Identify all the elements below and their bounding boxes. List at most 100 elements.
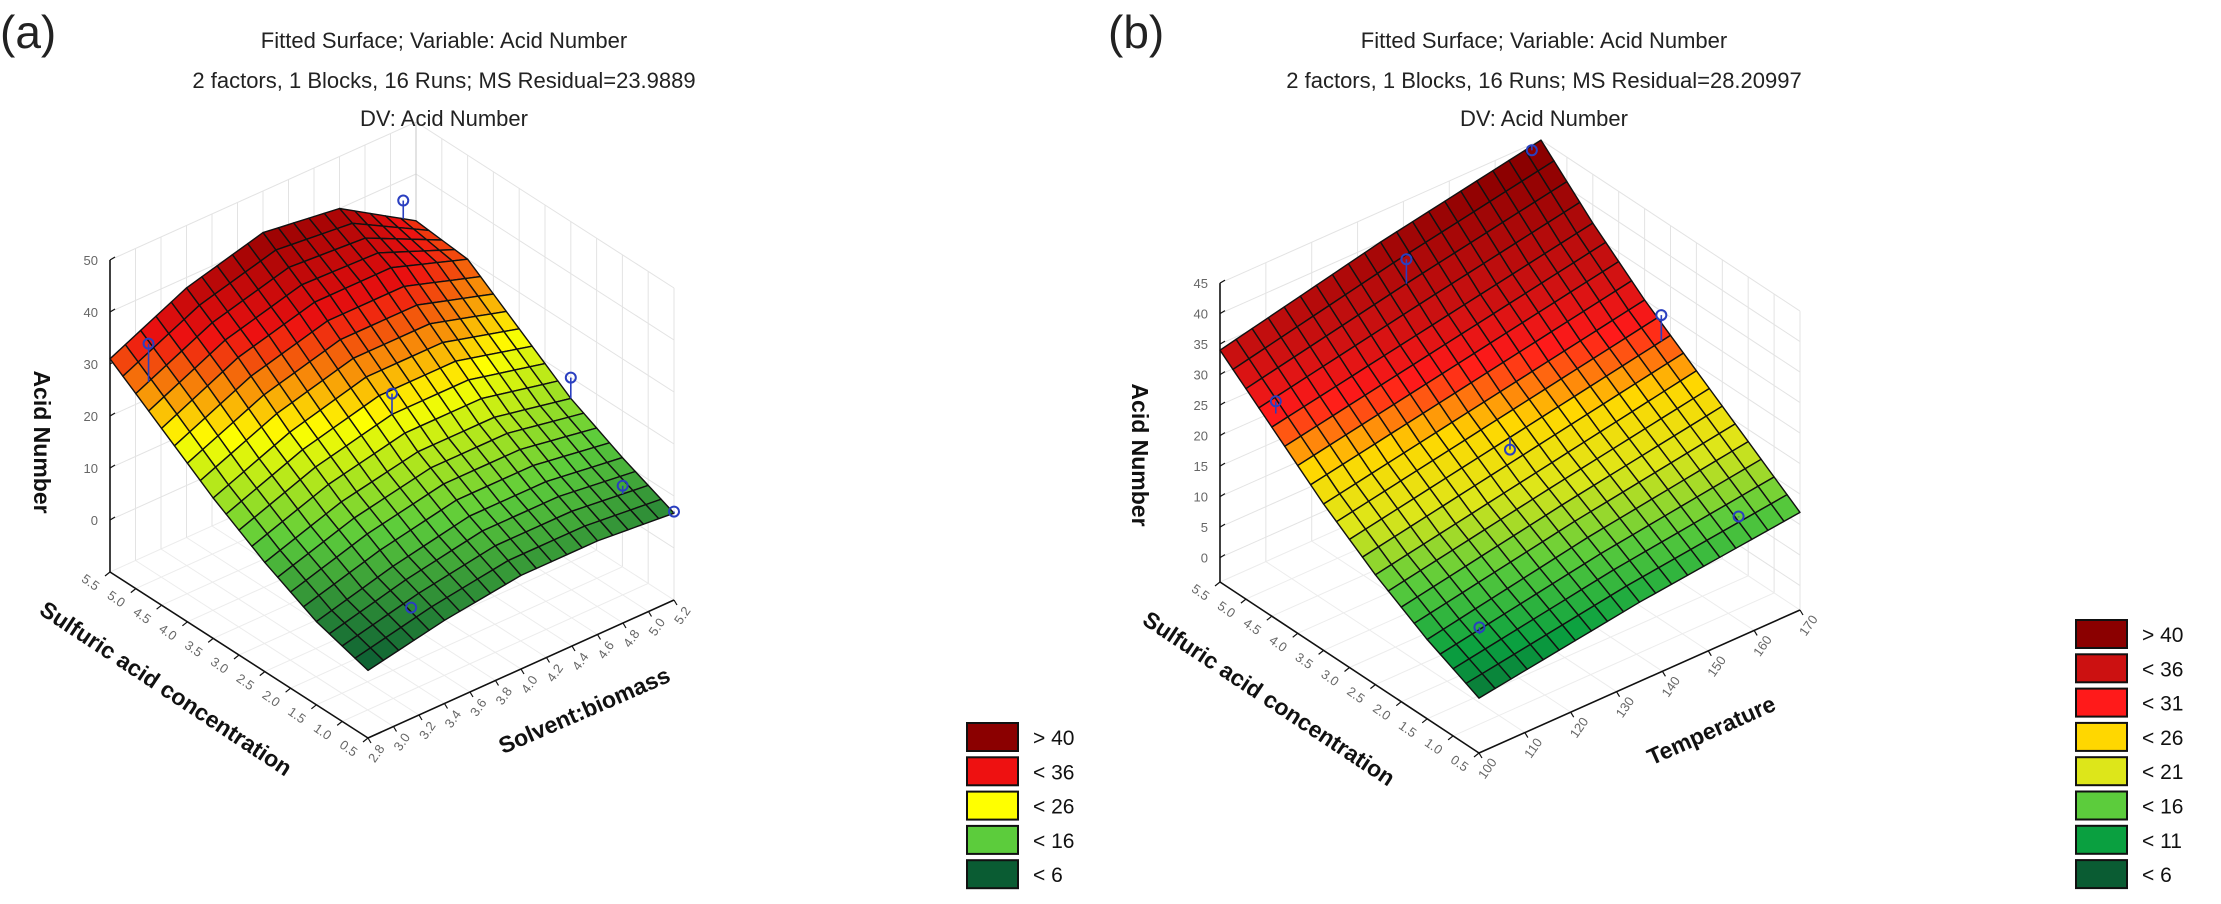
surface-chart-a: 0.51.01.52.02.53.03.54.04.55.05.52.8 3.0 3… [0,6,1074,890]
chart-title-line: DV: Acid Number [360,106,528,131]
legend-label: < 11 [2142,830,2182,853]
legend-label: < 6 [2142,864,2172,887]
x-tick-label: 4.0 [156,621,179,644]
legend-label: < 6 [1033,864,1063,887]
y-tick-label: 5.2 [671,604,694,627]
observed-point [668,505,680,518]
z-tick-label: 0 [91,513,98,528]
gridline [415,121,675,289]
z-tick-label: 50 [84,253,98,268]
x-tick-mark [259,671,266,677]
observed-point [1504,443,1516,456]
y-tick-label: 150 [1704,653,1729,679]
x-tick-mark [1344,667,1350,672]
legend-label: > 40 [2142,624,2183,647]
legend-swatch [966,824,1019,855]
gridline [1452,592,1775,737]
y-tick-mark [367,737,372,744]
y-tick-label: 3.8 [492,684,515,707]
observed-point [397,194,410,207]
legend-label: < 16 [2142,796,2183,819]
z-axis-label: Acid Number [29,370,55,513]
legend-label: > 40 [1033,727,1074,750]
legend-swatch [2075,790,2128,821]
legend-swatch [2075,653,2128,684]
x-tick-mark [1473,752,1480,758]
legend-item: < 26 [2075,721,2183,752]
x-tick-mark [104,571,111,577]
y-tick-label: 130 [1613,694,1638,720]
legend-item: < 21 [2075,756,2183,787]
z-tick-mark [109,516,116,521]
legend-item: > 40 [966,722,1074,752]
legend-item: < 16 [966,824,1074,855]
x-tick-label: 2.0 [1370,701,1393,724]
z-tick-mark [109,412,116,417]
chart-title-line: DV: Acid Number [1460,106,1628,131]
z-tick-mark [1219,523,1226,528]
gridline [160,548,420,716]
x-tick-label: 5.5 [79,571,102,594]
z-tick-label: 30 [84,357,98,372]
y-tick-label: 5.0 [645,615,668,638]
y-tick-mark [1753,630,1758,636]
x-tick-mark [156,604,162,610]
legend-item: < 16 [2075,790,2183,821]
legend-swatch [2075,859,2128,890]
x-tick-mark [130,588,137,594]
z-tick-mark [1219,371,1226,376]
y-axis-line [1478,609,1801,754]
z-tick-mark [1219,493,1226,498]
z-tick-label: 45 [1194,276,1208,291]
surface-chart-b: 0.51.01.52.02.53.03.54.04.55.05.51001101… [1108,6,2183,890]
x-tick-label: 2.0 [259,687,282,710]
surface-cell [354,647,384,672]
observed-point [405,601,418,614]
panel-label: (b) [1108,6,1164,58]
y-tick-mark [1616,691,1621,698]
gridline [109,121,417,261]
y-tick-mark [1478,752,1483,759]
x-tick-mark [1395,701,1402,707]
legend-item: < 36 [966,756,1074,787]
legend-swatch [966,790,1019,821]
y-tick-label: 4.4 [569,650,592,673]
gridline [1540,170,1801,343]
z-tick-label: 0 [1201,551,1208,566]
gridline [1219,139,1542,284]
legend-item: < 26 [966,790,1074,821]
y-tick-label: 160 [1750,633,1775,659]
x-tick-mark [207,637,214,643]
legend-label: < 26 [1033,796,1074,819]
gridline [415,173,675,341]
x-tick-label: 1.5 [1396,718,1419,741]
surface-cell [1465,673,1496,699]
x-tick-mark [1214,581,1221,587]
y-tick-mark [571,645,576,652]
y-tick-mark [418,714,423,721]
legend-swatch [966,756,1019,787]
y-tick-label: 110 [1521,735,1545,761]
panel-label: (a) [0,6,56,58]
x-tick-mark [1240,598,1247,604]
x-tick-label: 2.5 [234,671,257,694]
y-tick-mark [1707,650,1712,657]
y-tick-mark [469,691,474,698]
y-tick-mark [1524,732,1529,738]
x-tick-label: 0.5 [337,737,360,760]
observed-point [1400,253,1413,266]
z-tick-mark [1219,462,1226,467]
y-tick-label: 4.6 [594,638,617,661]
x-tick-mark [1318,649,1324,655]
x-tick-mark [1447,735,1454,741]
x-tick-label: 1.0 [1422,735,1445,758]
y-tick-mark [1570,711,1575,718]
y-tick-label: 3.2 [416,719,439,742]
x-tick-mark [311,704,317,710]
z-tick-label: 5 [1201,520,1208,535]
x-tick-label: 5.0 [1215,598,1238,621]
legend-item: < 6 [966,859,1063,890]
observed-point [1525,144,1538,157]
y-axis-label: Solvent:biomass [495,662,674,759]
